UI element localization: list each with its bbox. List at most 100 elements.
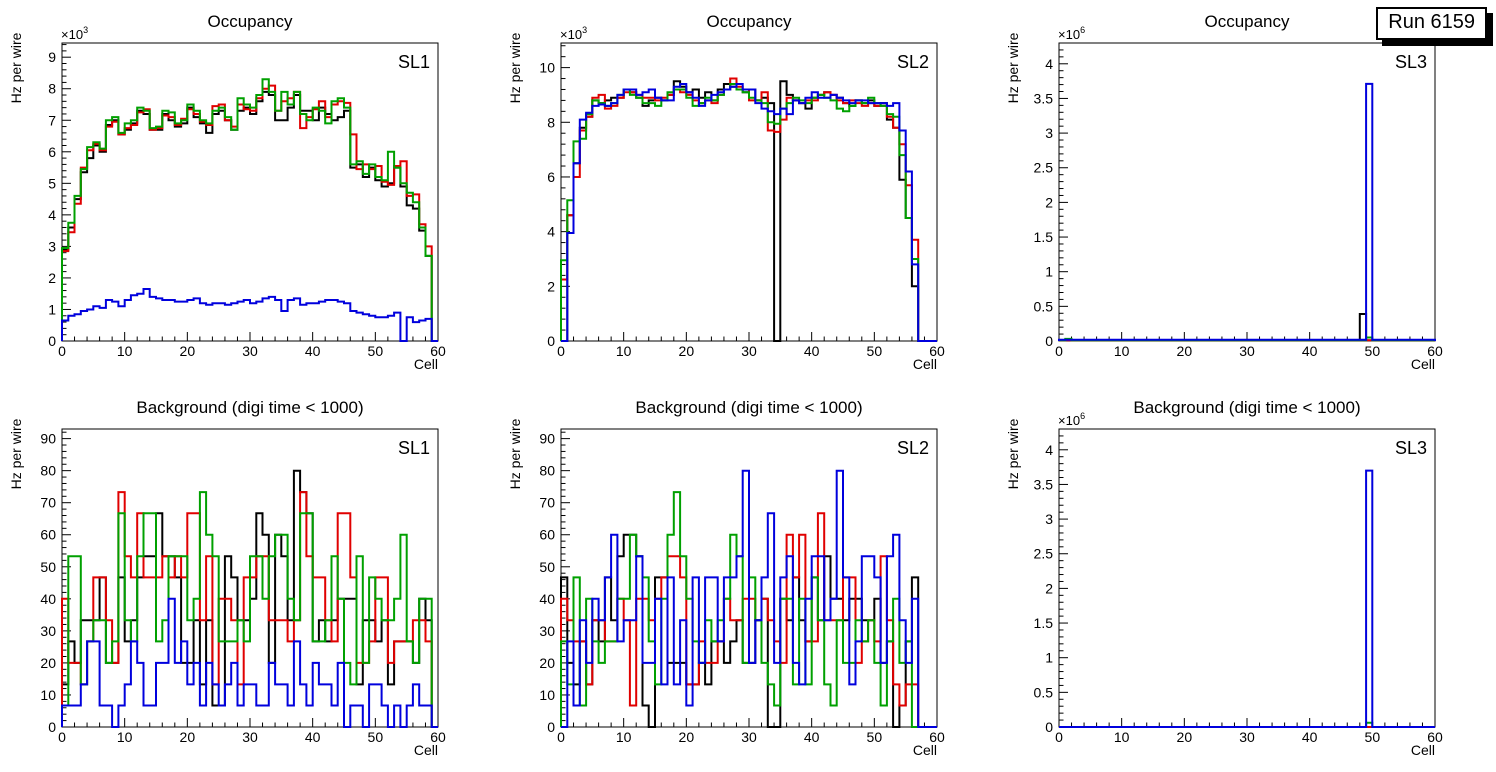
y-axis-power: ×103 [560, 25, 587, 42]
panel-title: Background (digi time < 1000) [136, 398, 363, 417]
y-tick-label: 60 [40, 527, 56, 543]
series-blue-line [61, 288, 438, 342]
histogram-occupancy-sl1: 0 10 20 30 40 50 60 0 1 2 3 4 5 6 7 8 9 Occupancy SL1 Cell H… [8, 12, 446, 372]
corner-label: SL3 [1395, 438, 1427, 458]
x-tick-label: 0 [1055, 729, 1063, 745]
series-blue-line [561, 83, 937, 342]
x-tick-label: 10 [616, 729, 632, 745]
y-tick-label: 7 [48, 112, 56, 128]
y-axis-title: Hz per wire [1005, 32, 1021, 103]
y-tick-label: 8 [48, 81, 56, 97]
plot-frame [61, 42, 439, 342]
series-black-line [561, 80, 937, 342]
x-tick-label: 20 [679, 729, 695, 745]
x-tick-label: 0 [557, 343, 565, 359]
y-tick-label: 90 [539, 431, 555, 447]
corner-label: SL1 [398, 52, 430, 72]
y-axis-title: Hz per wire [8, 32, 24, 103]
histogram-background-sl3: 0 10 20 30 40 50 60 0 0.5 1 1.5 2 2.5 3 3.5 4 Background… [1005, 398, 1443, 758]
x-tick-label: 40 [1302, 343, 1318, 359]
x-tick-label: 30 [1239, 729, 1255, 745]
x-tick-label: 10 [117, 343, 133, 359]
panel-occupancy-sl3: 0 10 20 30 40 50 60 0 0.5 1 1.5 2 2.5 3 3.5 4 Occupancy S… [997, 0, 1496, 386]
panel-title: Occupancy [1204, 12, 1290, 31]
corner-label: SL1 [398, 438, 430, 458]
y-axis-title: Hz per wire [507, 32, 523, 103]
panel-background-sl1: 0 10 20 30 40 50 60 0 10 20 30 40 50 60 70 80 90 Backgrou… [0, 386, 499, 772]
y-tick-label: 3.5 [1034, 90, 1054, 106]
x-tick-label: 10 [117, 729, 133, 745]
x-tick-label: 20 [679, 343, 695, 359]
x-axis-title: Cell [913, 742, 937, 758]
y-tick-label: 10 [539, 60, 555, 76]
y-tick-label: 9 [48, 49, 56, 65]
x-tick-label: 50 [368, 729, 384, 745]
y-tick-label: 3 [1045, 511, 1053, 527]
y-tick-label: 80 [539, 463, 555, 479]
y-tick-label: 0.5 [1034, 298, 1054, 314]
panel-occupancy-sl1: 0 10 20 30 40 50 60 0 1 2 3 4 5 6 7 8 9 Occupancy SL1 Cell H… [0, 0, 499, 386]
y-tick-label: 50 [40, 559, 56, 575]
corner-label: SL3 [1395, 52, 1427, 72]
panel-occupancy-sl2: 0 10 20 30 40 50 60 0 2 4 6 8 10 Occupancy SL2 Cell Hz p… [499, 0, 998, 386]
y-tick-label: 0 [1045, 333, 1053, 349]
y-tick-label: 60 [539, 527, 555, 543]
x-tick-label: 0 [557, 729, 565, 745]
y-tick-label: 2 [1045, 194, 1053, 210]
y-axis-power: ×103 [61, 25, 88, 42]
y-tick-label: 2.5 [1034, 546, 1054, 562]
panel-title: Background (digi time < 1000) [635, 398, 862, 417]
x-tick-label: 40 [804, 343, 820, 359]
y-tick-label: 2.5 [1034, 160, 1054, 176]
x-tick-label: 60 [929, 343, 945, 359]
y-tick-label: 3 [1045, 125, 1053, 141]
y-tick-label: 4 [547, 224, 555, 240]
x-tick-label: 40 [1302, 729, 1318, 745]
y-tick-label: 1.5 [1034, 229, 1054, 245]
corner-label: SL2 [897, 52, 929, 72]
y-tick-label: 10 [40, 687, 56, 703]
x-tick-label: 30 [741, 729, 757, 745]
x-tick-label: 10 [1114, 729, 1130, 745]
y-tick-label: 4 [1045, 56, 1053, 72]
y-tick-label: 0 [547, 333, 555, 349]
x-tick-label: 20 [1177, 729, 1193, 745]
series-green-line [61, 491, 438, 728]
x-tick-label: 30 [242, 343, 258, 359]
y-tick-label: 10 [539, 687, 555, 703]
x-axis-title: Cell [414, 356, 438, 372]
x-tick-label: 60 [929, 729, 945, 745]
x-tick-label: 60 [1427, 343, 1443, 359]
y-tick-label: 6 [547, 169, 555, 185]
histogram-background-sl2: 0 10 20 30 40 50 60 0 10 20 30 40 50 60 70 80 90 Backgrou… [507, 398, 945, 758]
x-tick-label: 0 [1055, 343, 1063, 359]
x-tick-label: 10 [1114, 343, 1130, 359]
x-tick-label: 20 [180, 729, 196, 745]
corner-label: SL2 [897, 438, 929, 458]
y-tick-label: 3.5 [1034, 476, 1054, 492]
x-axis-title: Cell [913, 356, 937, 372]
y-tick-label: 8 [547, 114, 555, 130]
x-tick-label: 0 [58, 343, 66, 359]
series-green-line [560, 491, 937, 728]
x-tick-label: 60 [430, 343, 446, 359]
y-tick-label: 4 [48, 207, 56, 223]
y-tick-label: 70 [40, 495, 56, 511]
x-tick-label: 30 [242, 729, 258, 745]
y-axis-title: Hz per wire [507, 418, 523, 489]
x-tick-label: 40 [305, 729, 321, 745]
y-tick-label: 40 [40, 591, 56, 607]
y-tick-label: 0 [547, 719, 555, 735]
series-green-line [560, 83, 937, 342]
y-tick-label: 80 [40, 463, 56, 479]
plot-frame [1058, 428, 1436, 728]
y-tick-label: 6 [48, 144, 56, 160]
panel-title: Occupancy [207, 12, 293, 31]
y-tick-label: 70 [539, 495, 555, 511]
x-tick-label: 50 [1365, 729, 1381, 745]
x-tick-label: 60 [1427, 729, 1443, 745]
y-tick-label: 0.5 [1034, 684, 1054, 700]
y-tick-label: 1 [1045, 650, 1053, 666]
x-tick-label: 40 [305, 343, 321, 359]
